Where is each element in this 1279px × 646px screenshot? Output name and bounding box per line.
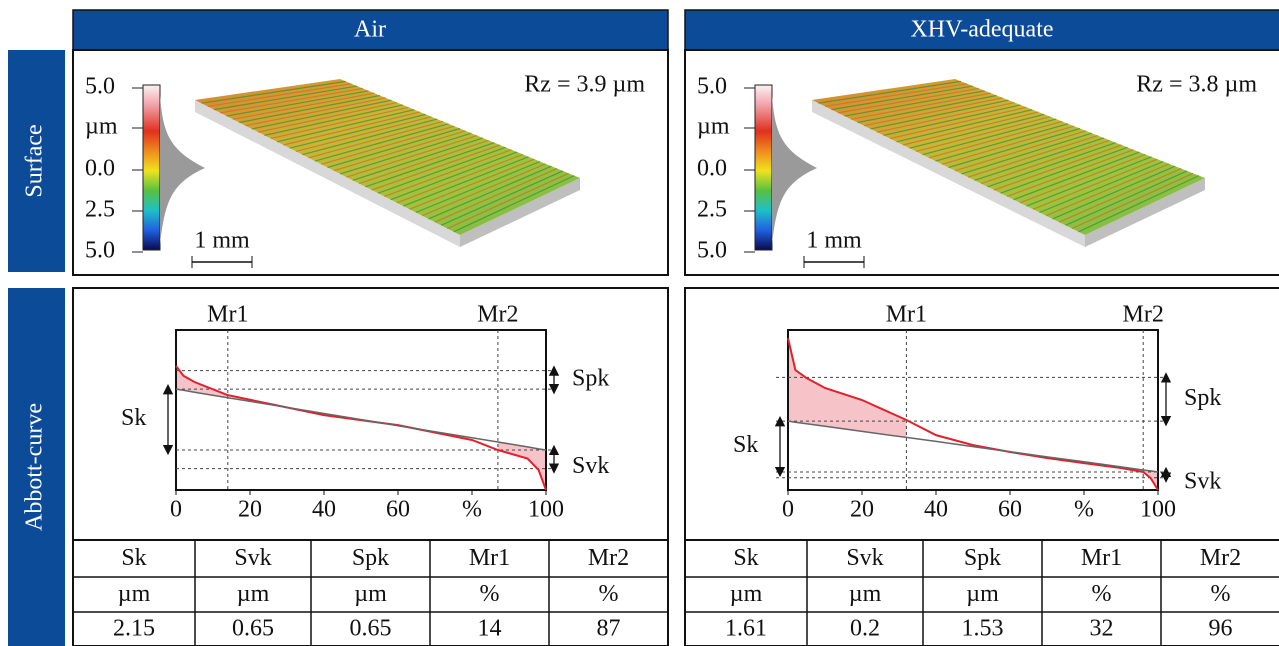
figure: Surface Abbott-curve Air 5.0 µm 0.0 2.5 5.0 1 … xyxy=(0,0,1279,646)
annotation: Sk xyxy=(733,432,758,458)
colorbar xyxy=(755,85,772,250)
colorbar xyxy=(143,85,160,250)
table-cell: µm xyxy=(966,581,999,607)
annotation: Svk xyxy=(1184,468,1221,494)
table-cell: 96 xyxy=(1209,616,1233,642)
x-tick-label: 40 xyxy=(312,497,336,523)
table-cell: 2.15 xyxy=(113,616,155,642)
table-cell: µm xyxy=(237,581,270,607)
area-fill xyxy=(176,366,546,490)
table-cell: Spk xyxy=(964,545,1001,571)
table-cell: µm xyxy=(849,581,882,607)
table-cell: 14 xyxy=(478,616,502,642)
row-label: Abbott-curve xyxy=(22,403,48,531)
table-cell: % xyxy=(1211,581,1231,607)
annotation: Mr1 xyxy=(207,302,248,328)
table-cell: % xyxy=(480,581,500,607)
row-label: Surface xyxy=(22,124,48,197)
table-cell: % xyxy=(599,581,619,607)
table-cell: Mr2 xyxy=(588,545,629,571)
plot-frame xyxy=(176,330,546,490)
colorbar-tick-label: µm xyxy=(697,114,730,140)
table-cell: µm xyxy=(118,581,151,607)
table-cell: 87 xyxy=(597,616,621,642)
table-cell: Mr2 xyxy=(1200,545,1241,571)
x-tick-label: 60 xyxy=(998,497,1022,523)
table-cell: µm xyxy=(354,581,387,607)
table-cell: 0.2 xyxy=(850,616,880,642)
scale-bar-label: 1 mm xyxy=(194,228,250,254)
annotation: Svk xyxy=(572,453,609,479)
table-cell: Svk xyxy=(234,545,271,571)
x-tick-label: 100 xyxy=(1140,497,1176,523)
scale-bar-label: 1 mm xyxy=(806,228,862,254)
x-tick-label: % xyxy=(462,497,482,523)
abbott-frame xyxy=(73,288,668,540)
abbott-frame xyxy=(685,288,1279,540)
colorbar-tick-label: 5.0 xyxy=(697,74,727,100)
height-histogram xyxy=(772,95,817,245)
table-cell: µm xyxy=(730,581,763,607)
x-tick-label: % xyxy=(1074,497,1094,523)
x-tick-label: 0 xyxy=(170,497,182,523)
colorbar-tick-label: 5.0 xyxy=(85,238,115,264)
table-cell: Spk xyxy=(352,545,389,571)
table-cell: 0.65 xyxy=(350,616,392,642)
table-cell: 0.65 xyxy=(232,616,274,642)
area-fill xyxy=(788,338,1158,490)
x-tick-label: 0 xyxy=(782,497,794,523)
table-cell: Svk xyxy=(846,545,883,571)
colorbar-tick-label: 2.5 xyxy=(697,197,727,223)
table-cell: Mr1 xyxy=(469,545,510,571)
table-cell: % xyxy=(1092,581,1112,607)
table-cell: 32 xyxy=(1090,616,1114,642)
colorbar-tick-label: 5.0 xyxy=(85,74,115,100)
table-cell: Sk xyxy=(121,545,146,571)
annotation: Mr1 xyxy=(886,302,927,328)
x-tick-label: 100 xyxy=(528,497,564,523)
rz-label: Rz = 3.8 µm xyxy=(1136,72,1257,98)
table-cell: Sk xyxy=(733,545,758,571)
annotation: Spk xyxy=(1184,385,1221,411)
panel-title: Air xyxy=(354,17,386,43)
colorbar-tick-label: 0.0 xyxy=(697,156,727,182)
core-line xyxy=(788,421,1158,472)
annotation: Spk xyxy=(572,365,609,391)
annotation: Mr2 xyxy=(1123,302,1164,328)
panel-title: XHV-adequate xyxy=(910,17,1053,43)
height-histogram xyxy=(160,95,205,245)
table-cell: 1.53 xyxy=(962,616,1004,642)
table-cell: 1.61 xyxy=(725,616,767,642)
colorbar-tick-label: µm xyxy=(85,114,118,140)
annotation: Mr2 xyxy=(477,302,518,328)
annotation: Sk xyxy=(121,405,146,431)
x-tick-label: 20 xyxy=(850,497,874,523)
x-tick-label: 20 xyxy=(238,497,262,523)
x-tick-label: 60 xyxy=(386,497,410,523)
rz-label: Rz = 3.9 µm xyxy=(524,72,645,98)
core-line xyxy=(176,389,546,450)
table-cell: Mr1 xyxy=(1081,545,1122,571)
colorbar-tick-label: 2.5 xyxy=(85,197,115,223)
x-tick-label: 40 xyxy=(924,497,948,523)
abbott-curve xyxy=(176,366,546,490)
colorbar-tick-label: 5.0 xyxy=(697,238,727,264)
colorbar-tick-label: 0.0 xyxy=(85,156,115,182)
